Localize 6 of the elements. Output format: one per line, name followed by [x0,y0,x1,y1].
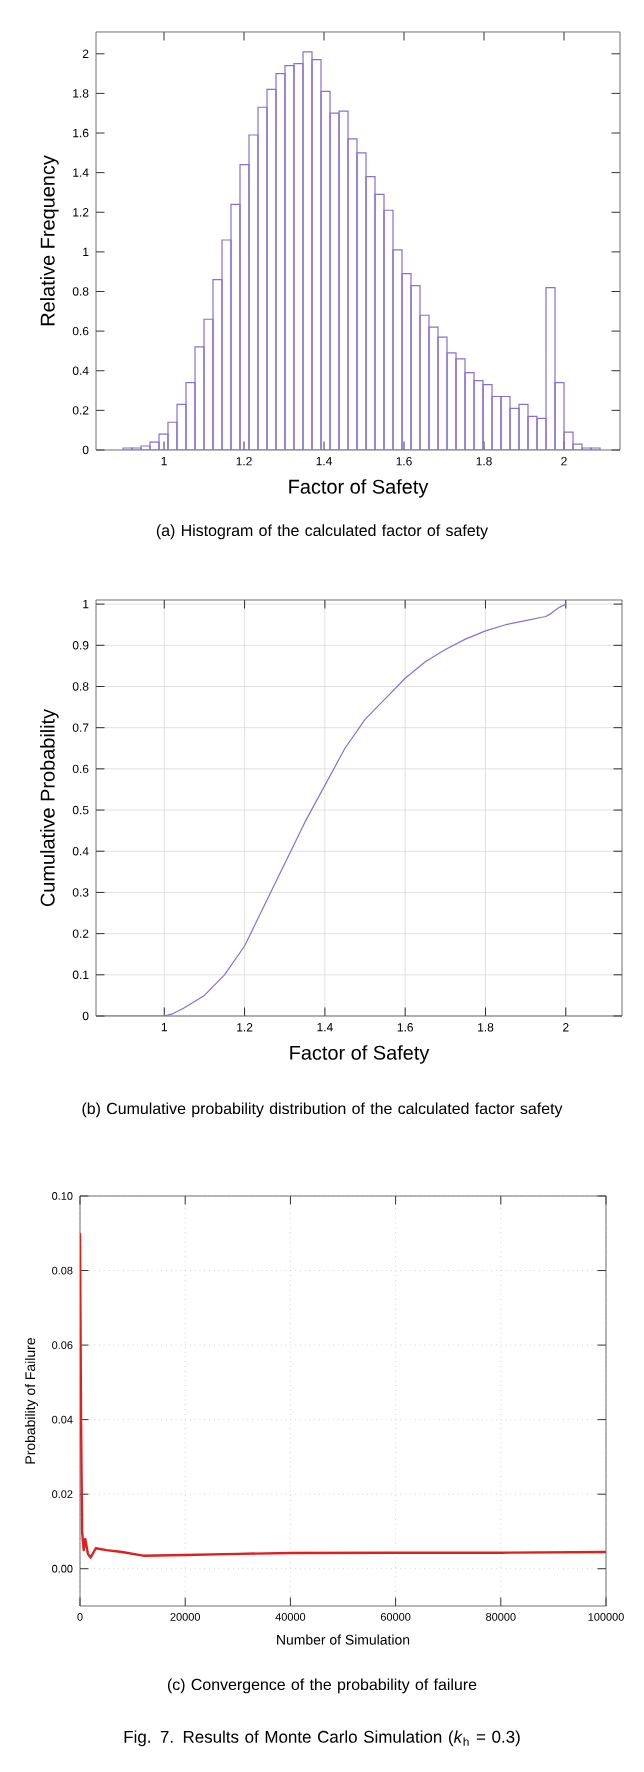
y-axis-title: Relative Frequency [40,155,59,326]
caption: Fig. 7. Results of Monte Carlo Simulation (k$_{h}$ = 0.3) [124,1730,520,1747]
y-axis-title: Cumulative Probability [40,708,59,907]
line-series [80,1232,607,1559]
x-axis-title: Factor of Safety [289,479,429,498]
x-axis-title: Factor of Safety [290,1045,430,1064]
